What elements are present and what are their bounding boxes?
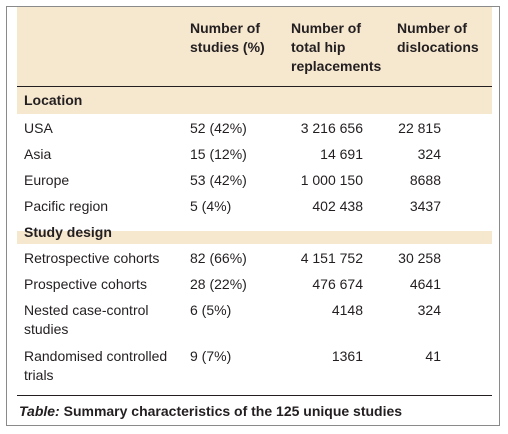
row-dislocations: 22 815: [398, 120, 441, 136]
row-studies: 82 (66%): [190, 250, 247, 266]
header-studies: Number of studies (%): [190, 20, 265, 55]
row-replacements: 4148: [331, 302, 363, 318]
row-dislocations: 4641: [409, 276, 441, 292]
row-replacements: 3 216 656: [300, 120, 363, 136]
row-studies: 6 (5%): [190, 302, 232, 318]
row-label: USA: [24, 120, 53, 136]
row-studies: 52 (42%): [190, 120, 247, 136]
table-frame: Number of studies (%) Number of total hi…: [6, 6, 500, 426]
row-dislocations: 30 258: [398, 250, 441, 266]
row-dislocations: 3437: [409, 198, 441, 214]
section-title-study-design: Study design: [24, 224, 112, 240]
section-title-location: Location: [24, 92, 83, 108]
row-replacements: 402 438: [312, 198, 363, 214]
row-replacements: 1 000 150: [300, 172, 363, 188]
row-label: Europe: [24, 172, 70, 188]
table-caption: Table: Summary characteristics of the 12…: [19, 403, 402, 419]
row-dislocations: 324: [417, 302, 441, 318]
location-band: [17, 114, 492, 231]
header-replacements: Number of total hip replacements: [291, 20, 382, 74]
caption-text: Summary characteristics of the 125 uniqu…: [63, 403, 403, 419]
row-replacements: 1361: [331, 348, 363, 364]
row-label: Pacific region: [24, 198, 109, 214]
row-dislocations: 41: [425, 348, 441, 364]
row-label: Prospective cohorts: [24, 276, 147, 292]
row-dislocations: 8688: [409, 172, 441, 188]
row-label: Retrospective cohorts: [24, 250, 160, 266]
row-replacements: 476 674: [312, 276, 363, 292]
row-label: Randomised controlled trials: [24, 348, 168, 383]
row-label: Nested case-control studies: [24, 302, 149, 337]
footer-rule: [17, 395, 492, 396]
caption-prefix: Table:: [19, 403, 60, 419]
row-studies: 9 (7%): [190, 348, 232, 364]
header-dislocations: Number of dislocations: [397, 20, 479, 55]
study-design-band: [17, 244, 492, 395]
row-studies: 53 (42%): [190, 172, 247, 188]
row-studies: 15 (12%): [190, 146, 247, 162]
row-replacements: 4 151 752: [300, 250, 363, 266]
row-dislocations: 324: [417, 146, 441, 162]
row-studies: 5 (4%): [190, 198, 232, 214]
row-replacements: 14 691: [320, 146, 363, 162]
header-rule: [17, 86, 492, 87]
row-label: Asia: [24, 146, 52, 162]
row-studies: 28 (22%): [190, 276, 247, 292]
